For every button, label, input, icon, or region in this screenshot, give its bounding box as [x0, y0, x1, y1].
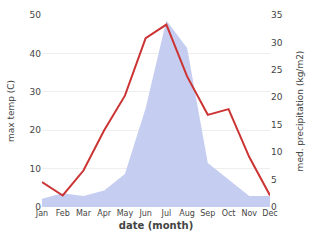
svg-text:0: 0 [271, 202, 277, 212]
svg-text:Aug: Aug [179, 209, 195, 218]
svg-text:20: 20 [30, 125, 42, 135]
svg-text:25: 25 [271, 65, 282, 75]
svg-text:20: 20 [271, 92, 283, 102]
svg-text:30: 30 [271, 38, 283, 48]
svg-text:Feb: Feb [56, 209, 70, 218]
svg-text:15: 15 [271, 120, 282, 130]
svg-text:Jan: Jan [35, 209, 48, 218]
svg-text:May: May [117, 209, 134, 218]
svg-text:Nov: Nov [241, 209, 257, 218]
svg-text:Apr: Apr [97, 209, 112, 218]
svg-text:Mar: Mar [76, 209, 92, 218]
svg-text:Jun: Jun [138, 209, 152, 218]
svg-text:40: 40 [30, 49, 42, 59]
svg-text:Oct: Oct [222, 209, 236, 218]
svg-text:35: 35 [271, 10, 282, 20]
svg-text:0: 0 [35, 202, 41, 212]
svg-text:Jul: Jul [161, 209, 172, 218]
svg-text:med. precipitation (kg/m2): med. precipitation (kg/m2) [295, 51, 305, 172]
svg-text:date (month): date (month) [119, 220, 193, 231]
svg-text:5: 5 [271, 175, 277, 185]
svg-text:10: 10 [30, 164, 42, 174]
svg-text:Sep: Sep [200, 209, 215, 218]
svg-text:30: 30 [30, 87, 42, 97]
svg-text:50: 50 [30, 10, 42, 20]
svg-text:10: 10 [271, 147, 283, 157]
svg-text:max temp (C): max temp (C) [6, 80, 16, 142]
svg-text:Dec: Dec [262, 209, 277, 218]
